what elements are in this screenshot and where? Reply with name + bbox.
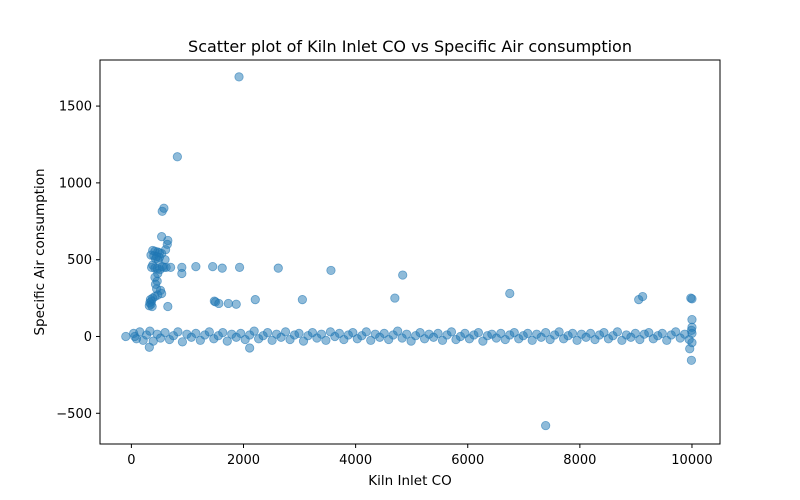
data-point <box>638 291 648 302</box>
data-point <box>204 327 214 337</box>
y-tick-label: 1500 <box>59 100 92 115</box>
data-point <box>541 420 551 431</box>
data-point <box>249 326 259 336</box>
data-point <box>585 328 596 339</box>
data-point <box>316 329 327 339</box>
data-point <box>217 263 227 273</box>
data-point <box>496 328 506 339</box>
data-point <box>166 262 176 272</box>
data-point <box>160 328 170 338</box>
data-point <box>294 328 304 339</box>
data-point <box>297 295 307 305</box>
data-point <box>208 261 218 272</box>
data-point <box>191 261 201 272</box>
data-point <box>223 298 233 309</box>
data-point <box>686 355 697 365</box>
data-point <box>402 329 412 339</box>
data-point <box>379 328 389 339</box>
data-point <box>218 328 228 338</box>
data-point <box>163 301 173 312</box>
x-tick-label: 8000 <box>563 453 596 468</box>
data-point <box>348 328 358 338</box>
data-point <box>541 328 551 338</box>
data-point <box>671 327 681 337</box>
data-point <box>177 337 188 347</box>
data-point <box>263 328 273 338</box>
y-tick-label: 500 <box>67 253 92 268</box>
data-point <box>473 328 483 338</box>
data-point <box>280 327 291 337</box>
data-point <box>361 327 371 337</box>
y-axis: −500 0 500 1000 1500 <box>56 100 100 422</box>
x-tick-label: 2000 <box>227 453 260 468</box>
data-point <box>554 327 564 337</box>
data-point <box>687 328 697 339</box>
data-point <box>446 327 457 337</box>
data-point <box>657 328 667 339</box>
data-point <box>250 295 260 305</box>
y-axis-label: Specific Air consumption <box>32 168 48 335</box>
data-point <box>157 206 167 216</box>
data-point <box>390 293 400 303</box>
data-point <box>334 328 344 339</box>
data-point <box>234 262 245 272</box>
data-point <box>321 335 331 345</box>
data-point <box>433 328 443 339</box>
data-point <box>222 336 232 346</box>
x-axis: 0 2000 4000 6000 8000 10000 <box>127 444 713 468</box>
plot-frame <box>99 59 721 445</box>
plot-area <box>121 72 697 431</box>
data-point <box>505 288 515 299</box>
data-point <box>687 294 697 304</box>
data-point <box>398 270 408 280</box>
data-point <box>567 328 578 339</box>
data-point <box>191 328 201 339</box>
x-tick-label: 0 <box>127 453 135 468</box>
data-point <box>523 328 533 339</box>
y-tick-label: −500 <box>56 407 92 422</box>
data-point <box>509 328 519 338</box>
data-point <box>267 335 277 345</box>
x-axis-label: Kiln Inlet CO <box>368 473 451 489</box>
data-point <box>245 343 255 353</box>
y-tick-label: 0 <box>84 330 92 345</box>
data-point <box>572 335 582 345</box>
chart-title: Scatter plot of Kiln Inlet CO vs Specifi… <box>188 37 632 56</box>
data-point <box>214 298 224 309</box>
data-point <box>231 299 241 309</box>
data-point <box>630 328 640 339</box>
data-point <box>527 335 537 345</box>
data-point <box>121 331 131 342</box>
data-point <box>326 265 336 276</box>
data-point <box>234 72 244 82</box>
x-tick-label: 10000 <box>671 453 712 468</box>
data-point <box>612 327 623 337</box>
y-tick-label: 1000 <box>59 176 92 191</box>
data-point <box>177 268 187 279</box>
data-point <box>172 152 182 162</box>
x-tick-label: 4000 <box>339 453 372 468</box>
data-point <box>599 328 609 338</box>
x-tick-label: 6000 <box>451 453 484 468</box>
data-point <box>393 326 403 336</box>
data-point <box>687 314 697 325</box>
data-point <box>415 328 425 338</box>
data-point <box>644 328 654 338</box>
data-point <box>366 335 376 345</box>
data-point <box>273 263 283 273</box>
data-point <box>173 327 183 337</box>
data-point <box>685 344 695 354</box>
data-point <box>236 328 246 339</box>
data-point <box>147 301 157 312</box>
